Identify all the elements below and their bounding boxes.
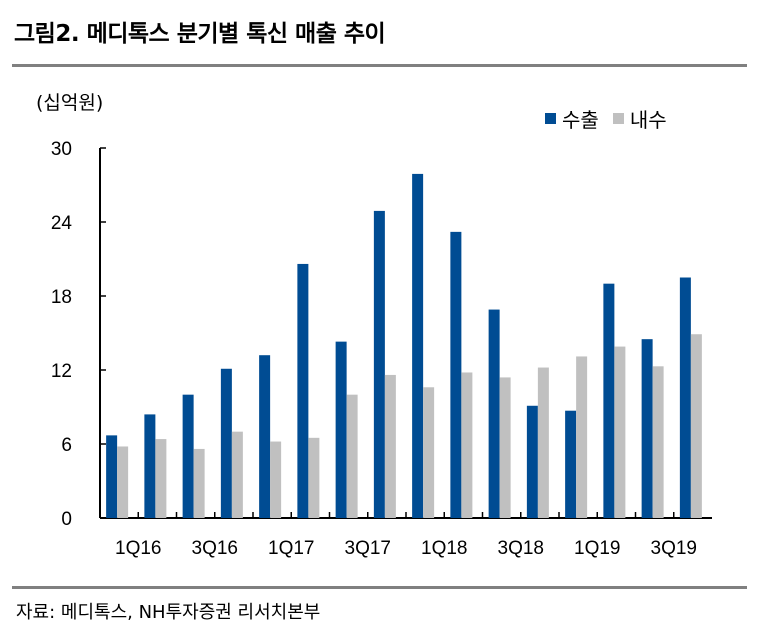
bar-export	[641, 339, 653, 518]
chart-title: 그림2. 메디톡스 분기별 톡신 매출 추이	[14, 21, 386, 47]
top-rule	[12, 64, 747, 67]
bar-domestic	[423, 387, 435, 518]
y-axis-unit: (십억원)	[36, 92, 104, 114]
legend-swatch-export	[545, 113, 556, 124]
y-tick-label: 30	[51, 139, 72, 160]
bar-export	[526, 405, 538, 518]
y-tick-label: 18	[51, 287, 72, 308]
y-tick-label: 24	[51, 213, 73, 234]
bar-export	[144, 414, 156, 518]
bar-domestic	[346, 394, 358, 518]
x-tick-label: 1Q19	[574, 538, 620, 559]
bar-export	[679, 277, 691, 518]
y-tick-label: 6	[61, 435, 72, 456]
x-tick-label: 1Q18	[421, 538, 467, 559]
legend: 수출 내수	[545, 104, 667, 133]
y-tick-label: 0	[61, 509, 72, 530]
bar-domestic	[193, 448, 205, 518]
bar-domestic	[499, 377, 511, 518]
bar-domestic	[461, 372, 473, 518]
x-tick-label: 1Q16	[115, 538, 161, 559]
bar-domestic	[308, 437, 320, 518]
legend-swatch-domestic	[612, 113, 624, 124]
bar-export	[297, 263, 309, 518]
bar-export	[565, 410, 577, 518]
bar-export	[412, 173, 424, 518]
legend-label-export: 수출	[562, 108, 599, 132]
bar-export	[259, 355, 271, 518]
bar-domestic	[576, 356, 588, 518]
bar-domestic	[270, 441, 282, 518]
bar-export	[450, 231, 462, 518]
bar-domestic	[117, 446, 129, 518]
bar-domestic	[690, 334, 702, 518]
bar-export	[373, 210, 385, 518]
bar-export	[220, 368, 232, 518]
x-tick-label: 3Q18	[498, 538, 544, 559]
bar-export	[488, 309, 500, 518]
bottom-rule	[12, 586, 747, 589]
bar-export	[603, 283, 615, 518]
bar-domestic	[231, 431, 243, 518]
bar-export	[335, 341, 347, 518]
x-tick-label: 3Q16	[192, 538, 238, 559]
bar-domestic	[384, 374, 396, 518]
x-tick-label: 1Q17	[268, 538, 314, 559]
x-tick-label: 3Q17	[345, 538, 391, 559]
bar-export	[106, 435, 118, 518]
y-tick-label: 12	[51, 361, 72, 382]
bar-export	[182, 394, 194, 518]
x-tick-label: 3Q19	[651, 538, 697, 559]
legend-label-domestic: 내수	[629, 108, 667, 132]
bar-domestic	[614, 346, 626, 518]
bar-domestic	[652, 366, 664, 518]
source-note: 자료: 메디톡스, NH투자증권 리서치본부	[16, 602, 321, 623]
bar-domestic	[537, 367, 549, 518]
bar-domestic	[155, 439, 167, 518]
